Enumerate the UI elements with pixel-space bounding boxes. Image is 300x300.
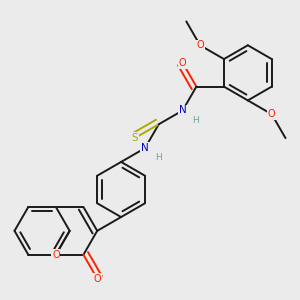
- Text: H: H: [155, 153, 161, 162]
- Text: O: O: [93, 274, 101, 284]
- Text: O: O: [196, 40, 204, 50]
- Text: N: N: [179, 106, 187, 116]
- Text: S: S: [132, 133, 138, 143]
- Text: O: O: [268, 109, 275, 119]
- Text: N: N: [141, 143, 149, 153]
- Text: O: O: [179, 58, 186, 68]
- Text: O: O: [52, 250, 60, 260]
- Text: H: H: [192, 116, 199, 124]
